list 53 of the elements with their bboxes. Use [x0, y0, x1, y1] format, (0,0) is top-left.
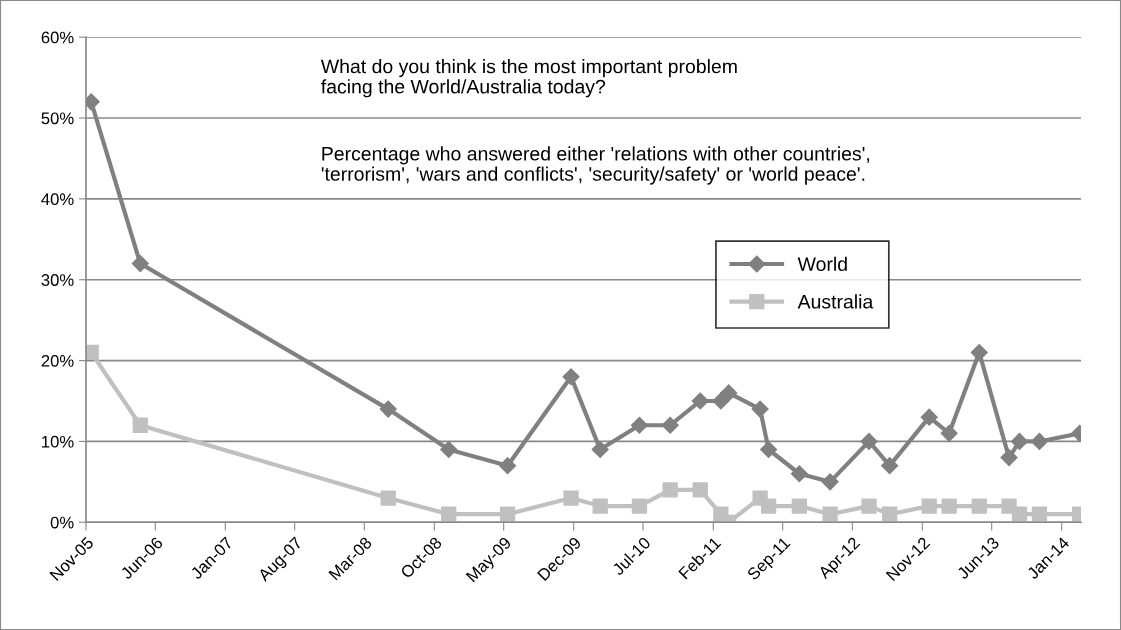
point: [85, 344, 99, 361]
annotation: What do you think is the most important problem facing the World/Australia today?: [320, 59, 737, 98]
point: [132, 417, 148, 433]
point: [1011, 506, 1028, 522]
y-tick-label: 10%: [42, 435, 74, 448]
point: [692, 482, 708, 498]
legend-label: World: [797, 256, 847, 272]
point: [592, 498, 608, 514]
point: [499, 457, 517, 475]
point: [791, 498, 807, 514]
point: [881, 457, 899, 475]
point: [860, 432, 878, 450]
y-tick-label: 0%: [50, 516, 74, 529]
point: [562, 368, 580, 386]
point: [941, 498, 957, 514]
annotation: Percentage who answered either 'relations with other countries', 'terrorism', 'wars and conflicts', 'security/safety' or 'world peace'.: [321, 146, 870, 185]
point: [441, 506, 457, 522]
point: [971, 498, 987, 514]
legend-label: Australia: [797, 294, 874, 309]
point: [691, 392, 709, 410]
y-tick-label: 20%: [41, 354, 74, 367]
point: [440, 440, 458, 459]
point: [631, 498, 648, 514]
point: [760, 440, 778, 459]
point: [940, 424, 958, 442]
point: [380, 490, 396, 506]
point: [661, 416, 679, 434]
point: [1010, 432, 1029, 450]
point: [970, 343, 988, 362]
point: [822, 506, 838, 522]
point: [881, 506, 898, 522]
point: [131, 254, 149, 273]
point: [1031, 506, 1048, 522]
point: [563, 490, 579, 506]
point: [821, 473, 839, 491]
point: [1030, 432, 1048, 450]
point: [720, 384, 738, 402]
point: [662, 482, 678, 498]
point: [379, 400, 397, 418]
point: [790, 465, 808, 483]
y-tick-label: 50%: [41, 112, 74, 125]
point: [861, 498, 877, 514]
point: [760, 498, 777, 514]
point: [920, 408, 938, 426]
point: [630, 416, 648, 434]
point: [751, 400, 769, 418]
point: [1000, 449, 1018, 467]
y-tick-label: 60%: [41, 31, 74, 44]
y-tick-label: 40%: [41, 193, 74, 206]
point: [921, 498, 937, 514]
point: [499, 506, 516, 522]
point: [591, 440, 609, 459]
y-tick-label: 30%: [41, 274, 74, 286]
